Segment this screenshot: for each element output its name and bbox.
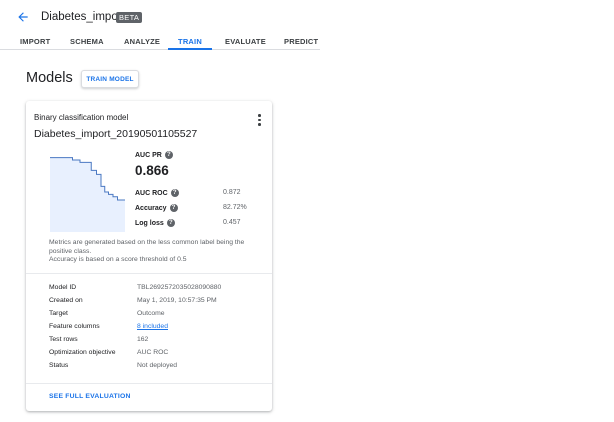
pr-curve-line <box>50 157 125 201</box>
help-icon[interactable]: ? <box>169 204 178 212</box>
detail-row-target: Target Outcome <box>49 310 259 320</box>
pr-curve-area <box>50 157 125 232</box>
detail-row-created-on: Created on May 1, 2019, 10:57:35 PM <box>49 297 259 307</box>
metrics-note-line-2: Accuracy is based on a score threshold o… <box>49 256 187 264</box>
tab-import[interactable]: IMPORT <box>20 37 51 46</box>
train-model-button[interactable]: TRAIN MODEL <box>81 70 139 88</box>
auc-roc-value: 0.872 <box>223 189 241 196</box>
detail-key: Model ID <box>49 284 77 291</box>
help-icon[interactable]: ? <box>170 189 179 197</box>
detail-row-test-rows: Test rows 162 <box>49 336 259 346</box>
feature-columns-link[interactable]: 8 included <box>137 323 168 330</box>
log-loss-value: 0.457 <box>223 219 241 226</box>
detail-row-optimization-objective: Optimization objective AUC ROC <box>49 349 259 359</box>
precision-recall-chart <box>50 157 125 232</box>
auc-pr-value: 0.866 <box>135 163 169 178</box>
more-vert-icon[interactable] <box>254 113 264 127</box>
auc-roc-label: AUC ROC? <box>135 189 179 197</box>
auc-roc-label-text: AUC ROC <box>135 189 168 197</box>
tab-analyze[interactable]: ANALYZE <box>124 37 161 46</box>
help-icon[interactable]: ? <box>164 151 173 159</box>
detail-value: 162 <box>137 336 149 343</box>
log-loss-label-text: Log loss <box>135 219 164 227</box>
detail-row-model-id: Model ID TBL2692572035028090880 <box>49 284 259 294</box>
divider <box>26 383 272 384</box>
detail-value: Outcome <box>137 310 165 317</box>
accuracy-label: Accuracy? <box>135 204 178 212</box>
metrics-note-line-1: Metrics are generated based on the less … <box>49 239 245 255</box>
detail-key: Feature columns <box>49 323 100 330</box>
dataset-title: Diabetes_import <box>41 11 125 23</box>
detail-value: May 1, 2019, 10:57:35 PM <box>137 297 217 304</box>
detail-key: Test rows <box>49 336 78 343</box>
detail-key: Target <box>49 310 68 317</box>
model-type: Binary classification model <box>34 113 129 122</box>
detail-key: Created on <box>49 297 83 304</box>
detail-key: Status <box>49 362 69 369</box>
accuracy-label-text: Accuracy <box>135 204 167 212</box>
detail-value: AUC ROC <box>137 349 169 356</box>
see-full-evaluation-link[interactable]: SEE FULL EVALUATION <box>49 393 131 400</box>
detail-row-feature-columns: Feature columns 8 included <box>49 323 259 333</box>
log-loss-label: Log loss? <box>135 219 175 227</box>
metrics-note: Metrics are generated based on the less … <box>49 239 261 265</box>
detail-row-status: Status Not deployed <box>49 362 259 372</box>
detail-value: TBL2692572035028090880 <box>137 284 222 291</box>
detail-key: Optimization objective <box>49 349 116 356</box>
model-name: Diabetes_import_20190501105527 <box>34 128 198 140</box>
auc-pr-label: AUC PR? <box>135 151 173 159</box>
app-header: Diabetes_import BETA <box>0 0 320 34</box>
page-title: Models <box>26 70 73 86</box>
tab-schema[interactable]: SCHEMA <box>70 37 104 46</box>
tab-evaluate[interactable]: EVALUATE <box>225 37 266 46</box>
tab-bar: IMPORT SCHEMA ANALYZE TRAIN EVALUATE PRE… <box>0 34 320 50</box>
auc-pr-label-text: AUC PR <box>135 151 162 159</box>
tab-train[interactable]: TRAIN <box>168 37 212 50</box>
divider <box>26 273 272 274</box>
arrow-back-icon[interactable] <box>16 10 30 24</box>
beta-badge: BETA <box>116 12 143 23</box>
detail-value: Not deployed <box>137 362 178 369</box>
tab-predict[interactable]: PREDICT <box>284 37 319 46</box>
help-icon[interactable]: ? <box>166 219 175 227</box>
accuracy-value: 82.72% <box>223 204 247 211</box>
model-card: Binary classification model Diabetes_imp… <box>26 101 272 411</box>
